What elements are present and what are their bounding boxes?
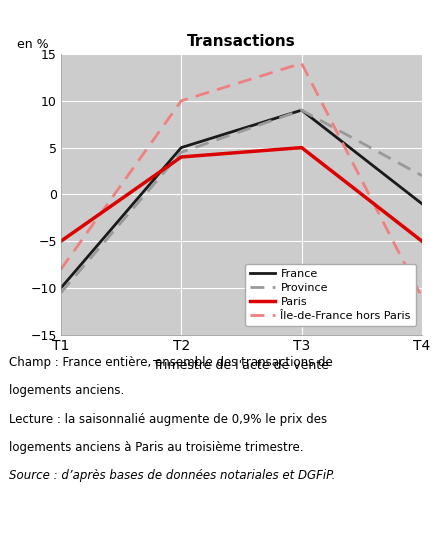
Line: Province: Province bbox=[61, 110, 421, 293]
France bbox=[298, 107, 303, 113]
Line: Paris: Paris bbox=[61, 147, 421, 241]
Title: Transactions: Transactions bbox=[187, 33, 295, 49]
Line: France: France bbox=[61, 110, 421, 288]
Paris bbox=[178, 154, 184, 160]
Legend: France, Province, Paris, Île-de-France hors Paris: France, Province, Paris, Île-de-France h… bbox=[244, 264, 415, 327]
X-axis label: Trimestre de l'acte de vente: Trimestre de l'acte de vente bbox=[153, 359, 329, 372]
Île-de-France hors Paris bbox=[178, 98, 184, 104]
Text: logements anciens à Paris au troisième trimestre.: logements anciens à Paris au troisième t… bbox=[9, 441, 302, 454]
Line: Île-de-France hors Paris: Île-de-France hors Paris bbox=[61, 63, 421, 298]
Île-de-France hors Paris bbox=[58, 266, 63, 273]
Province bbox=[418, 172, 424, 179]
Île-de-France hors Paris bbox=[418, 294, 424, 301]
Île-de-France hors Paris bbox=[298, 60, 303, 66]
Text: en %: en % bbox=[17, 38, 49, 51]
Paris bbox=[58, 238, 63, 245]
Province bbox=[178, 149, 184, 156]
Text: Lecture : la saisonnalié augmente de 0,9% le prix des: Lecture : la saisonnalié augmente de 0,9… bbox=[9, 413, 326, 426]
Paris bbox=[418, 238, 424, 245]
Province bbox=[298, 107, 303, 113]
Text: logements anciens.: logements anciens. bbox=[9, 384, 124, 397]
Province bbox=[58, 289, 63, 296]
Text: Source : d’après bases de données notariales et DGFiP.: Source : d’après bases de données notari… bbox=[9, 469, 334, 482]
France bbox=[418, 200, 424, 207]
Paris bbox=[298, 144, 303, 151]
France bbox=[58, 285, 63, 291]
France bbox=[178, 144, 184, 151]
Text: Champ : France entière, ensemble des transactions de: Champ : France entière, ensemble des tra… bbox=[9, 356, 332, 369]
